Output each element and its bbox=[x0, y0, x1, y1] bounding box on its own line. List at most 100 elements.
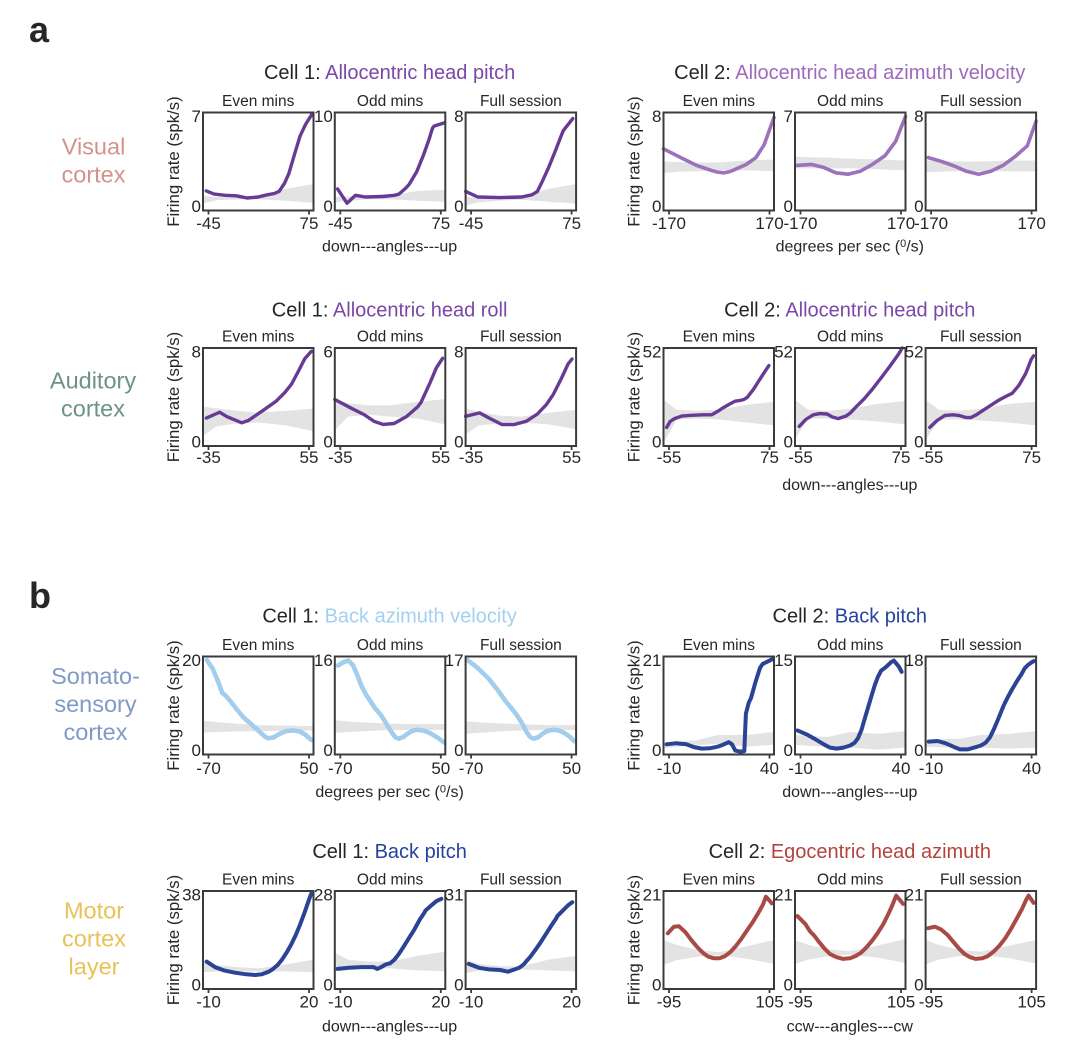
svg-text:0: 0 bbox=[914, 976, 923, 995]
svg-text:Visual: Visual bbox=[62, 134, 126, 160]
svg-text:105: 105 bbox=[887, 993, 915, 1012]
svg-text:Odd mins: Odd mins bbox=[357, 93, 424, 110]
svg-text:20: 20 bbox=[562, 993, 581, 1012]
svg-text:0: 0 bbox=[784, 433, 793, 452]
svg-text:0: 0 bbox=[192, 741, 201, 760]
svg-text:-70: -70 bbox=[196, 759, 221, 778]
svg-text:-95: -95 bbox=[788, 993, 813, 1012]
svg-text:ccw---angles---cw: ccw---angles---cw bbox=[787, 1019, 914, 1036]
svg-text:0: 0 bbox=[914, 197, 923, 216]
svg-text:Full session: Full session bbox=[480, 93, 562, 110]
svg-text:0: 0 bbox=[323, 197, 332, 216]
svg-text:38: 38 bbox=[182, 886, 201, 905]
svg-text:21: 21 bbox=[643, 886, 662, 905]
svg-text:52: 52 bbox=[905, 343, 924, 362]
svg-text:Full session: Full session bbox=[940, 93, 1022, 110]
svg-text:Firing rate (spk/s): Firing rate (spk/s) bbox=[625, 640, 644, 771]
svg-text:-45: -45 bbox=[459, 214, 484, 233]
svg-text:52: 52 bbox=[643, 343, 662, 362]
svg-text:6: 6 bbox=[323, 343, 332, 362]
svg-text:Firing rate (spk/s): Firing rate (spk/s) bbox=[164, 332, 183, 463]
svg-text:40: 40 bbox=[760, 759, 779, 778]
svg-text:0: 0 bbox=[454, 433, 463, 452]
svg-text:-10: -10 bbox=[328, 993, 353, 1012]
svg-text:7: 7 bbox=[192, 107, 201, 126]
svg-text:0: 0 bbox=[914, 741, 923, 760]
svg-text:55: 55 bbox=[300, 448, 319, 467]
svg-text:-55: -55 bbox=[919, 448, 944, 467]
svg-text:0: 0 bbox=[192, 976, 201, 995]
svg-text:17: 17 bbox=[445, 651, 464, 670]
svg-text:Firing rate (spk/s): Firing rate (spk/s) bbox=[164, 875, 183, 1006]
svg-text:50: 50 bbox=[562, 759, 581, 778]
svg-text:0: 0 bbox=[323, 741, 332, 760]
svg-text:cortex: cortex bbox=[62, 162, 126, 188]
svg-text:0: 0 bbox=[323, 433, 332, 452]
svg-text:-45: -45 bbox=[328, 214, 353, 233]
svg-text:-10: -10 bbox=[919, 759, 944, 778]
svg-text:Full session: Full session bbox=[940, 329, 1022, 346]
svg-text:Cell 1: Allocentric head roll: Cell 1: Allocentric head roll bbox=[272, 300, 508, 322]
svg-text:28: 28 bbox=[314, 886, 333, 905]
svg-text:75: 75 bbox=[1022, 448, 1041, 467]
svg-text:8: 8 bbox=[652, 107, 661, 126]
svg-text:20: 20 bbox=[431, 993, 450, 1012]
svg-text:Even mins: Even mins bbox=[683, 637, 756, 654]
svg-text:40: 40 bbox=[892, 759, 911, 778]
svg-text:Odd mins: Odd mins bbox=[357, 872, 424, 889]
svg-text:-35: -35 bbox=[196, 448, 221, 467]
svg-text:0: 0 bbox=[652, 741, 661, 760]
svg-text:75: 75 bbox=[760, 448, 779, 467]
svg-text:Even mins: Even mins bbox=[222, 637, 295, 654]
svg-text:cortex: cortex bbox=[61, 396, 125, 422]
svg-text:-95: -95 bbox=[919, 993, 944, 1012]
svg-text:Odd mins: Odd mins bbox=[817, 93, 884, 110]
svg-text:0: 0 bbox=[192, 197, 201, 216]
svg-text:0: 0 bbox=[192, 433, 201, 452]
svg-text:50: 50 bbox=[431, 759, 450, 778]
svg-text:55: 55 bbox=[431, 448, 450, 467]
svg-text:Odd mins: Odd mins bbox=[817, 329, 884, 346]
svg-text:-35: -35 bbox=[328, 448, 353, 467]
svg-text:-45: -45 bbox=[196, 214, 221, 233]
svg-text:Cell 1: Allocentric head pitch: Cell 1: Allocentric head pitch bbox=[264, 62, 515, 84]
svg-text:75: 75 bbox=[300, 214, 319, 233]
svg-text:20: 20 bbox=[182, 651, 201, 670]
svg-text:50: 50 bbox=[300, 759, 319, 778]
svg-text:layer: layer bbox=[69, 954, 120, 980]
svg-text:-55: -55 bbox=[657, 448, 682, 467]
svg-text:Somato-: Somato- bbox=[51, 663, 140, 689]
svg-text:Even mins: Even mins bbox=[683, 329, 756, 346]
svg-text:Even mins: Even mins bbox=[222, 872, 295, 889]
svg-text:down---angles---up: down---angles---up bbox=[782, 477, 917, 494]
svg-text:degrees per sec (0/s): degrees per sec (0/s) bbox=[315, 784, 463, 802]
svg-text:170: 170 bbox=[887, 214, 915, 233]
svg-text:Odd mins: Odd mins bbox=[817, 872, 884, 889]
svg-text:Odd mins: Odd mins bbox=[357, 329, 424, 346]
svg-text:-70: -70 bbox=[328, 759, 353, 778]
svg-text:Even mins: Even mins bbox=[222, 329, 295, 346]
svg-text:0: 0 bbox=[454, 976, 463, 995]
svg-text:cortex: cortex bbox=[62, 926, 126, 952]
svg-text:-55: -55 bbox=[788, 448, 813, 467]
svg-text:Odd mins: Odd mins bbox=[817, 637, 884, 654]
svg-text:sensory: sensory bbox=[54, 691, 137, 717]
svg-text:down---angles---up: down---angles---up bbox=[322, 239, 457, 256]
svg-text:Firing rate (spk/s): Firing rate (spk/s) bbox=[625, 332, 644, 463]
svg-text:170: 170 bbox=[755, 214, 783, 233]
svg-text:55: 55 bbox=[562, 448, 581, 467]
svg-text:down---angles---up: down---angles---up bbox=[782, 784, 917, 801]
svg-text:52: 52 bbox=[774, 343, 793, 362]
svg-text:0: 0 bbox=[652, 433, 661, 452]
svg-text:Full session: Full session bbox=[940, 637, 1022, 654]
svg-text:21: 21 bbox=[774, 886, 793, 905]
svg-text:Motor: Motor bbox=[64, 898, 124, 924]
svg-text:75: 75 bbox=[431, 214, 450, 233]
svg-text:Firing rate (spk/s): Firing rate (spk/s) bbox=[625, 96, 644, 227]
svg-text:-95: -95 bbox=[657, 993, 682, 1012]
svg-text:75: 75 bbox=[892, 448, 911, 467]
svg-text:Auditory: Auditory bbox=[50, 368, 136, 394]
svg-text:-10: -10 bbox=[657, 759, 682, 778]
svg-text:Even mins: Even mins bbox=[222, 93, 295, 110]
svg-text:Cell 2: Egocentric head azimut: Cell 2: Egocentric head azimuth bbox=[709, 841, 991, 863]
